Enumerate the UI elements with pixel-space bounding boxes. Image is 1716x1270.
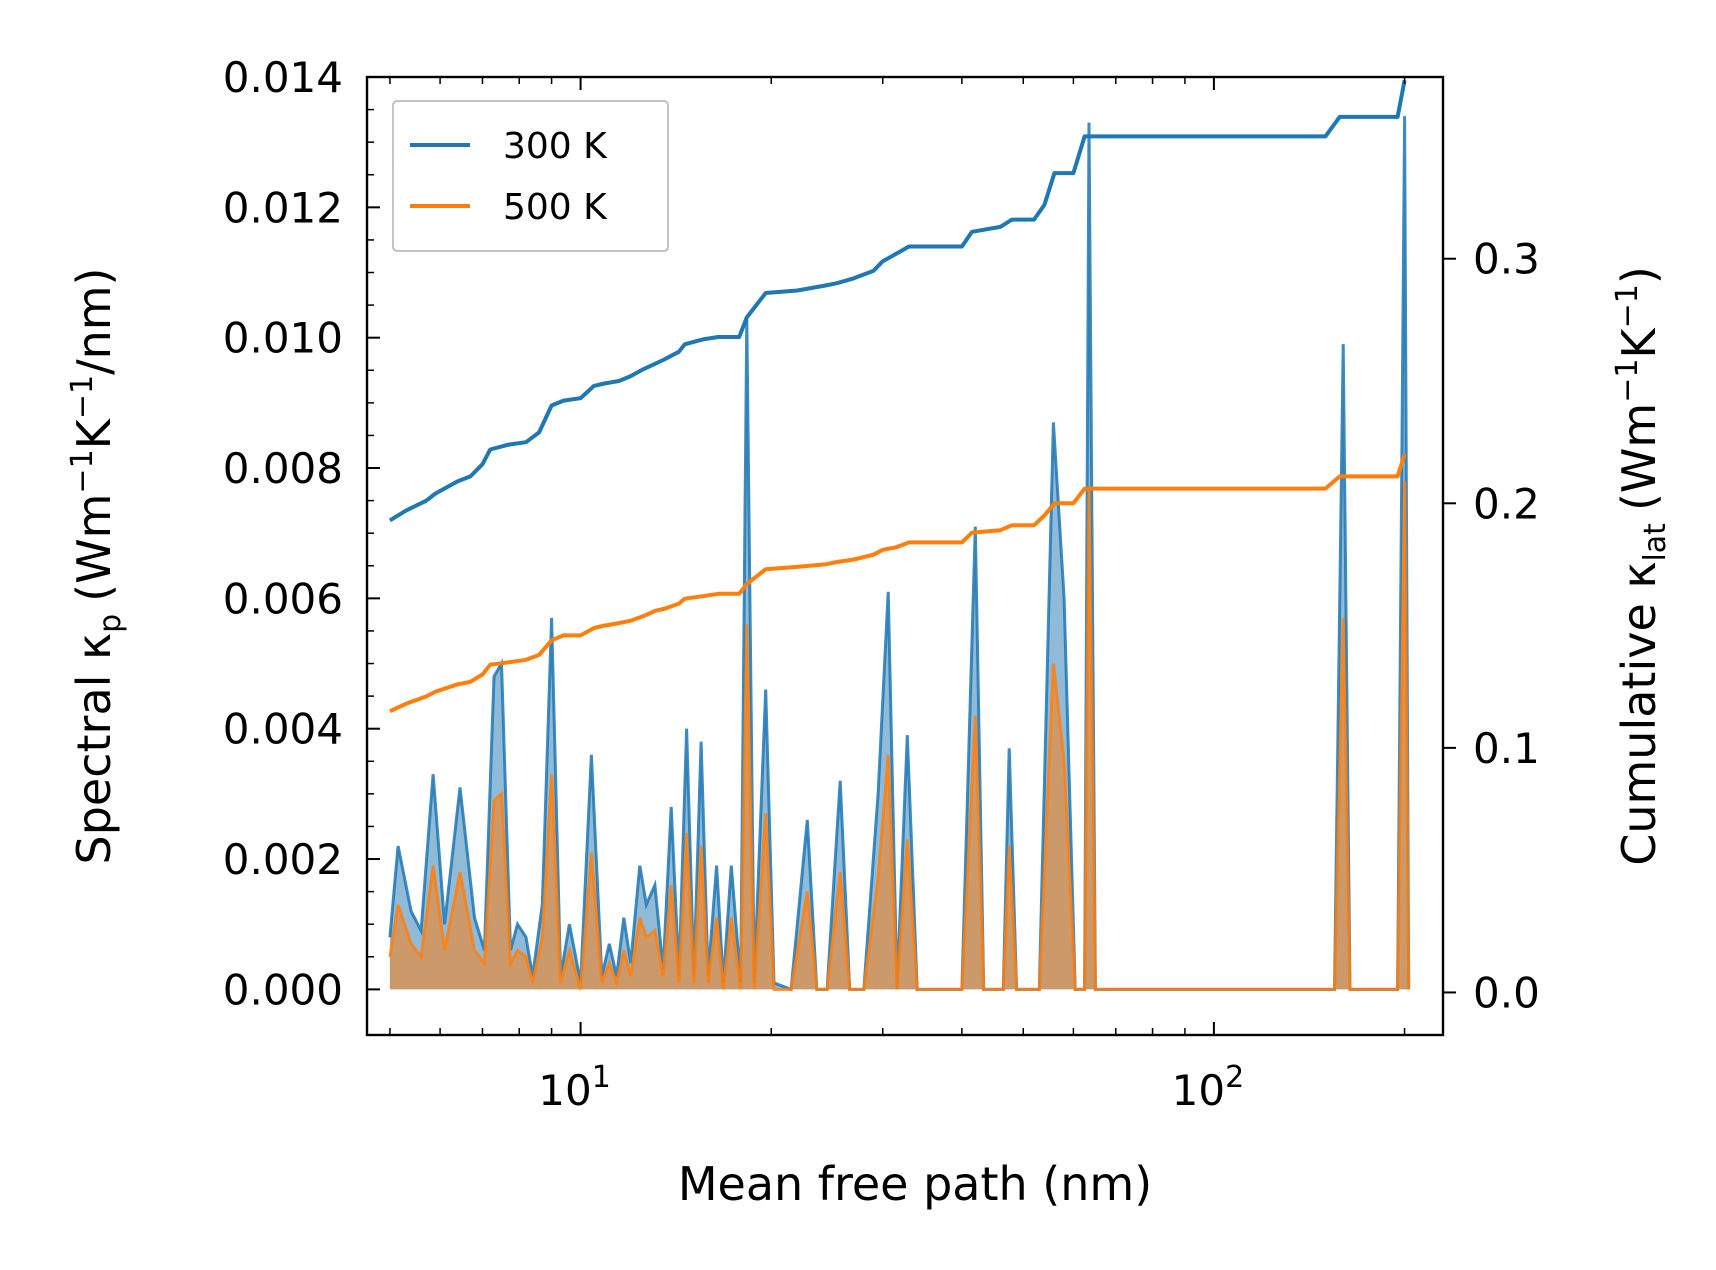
y-right-title-sup1: −1 — [1610, 359, 1645, 403]
y-right-title-sub: lat — [1638, 523, 1673, 562]
y-left-title-units: (Wm — [67, 494, 121, 602]
cumulative-line-300k — [388, 79, 1407, 523]
y-right-tick-label: 0.0 — [1473, 968, 1540, 1017]
x-axis-title: Mean free path (nm) — [678, 1157, 1152, 1211]
cumulative-line-layer — [388, 79, 1407, 714]
plot-frame — [365, 75, 1445, 1037]
y-left-tick-label: 0.002 — [223, 835, 343, 884]
y-axis-left-title: Spectral κp(Wm−1K−1/nm) — [65, 268, 128, 865]
y-left-title-mid: K — [67, 417, 121, 449]
y-right-title-sup2: −1 — [1610, 284, 1645, 328]
y-right-tick-label: 0.2 — [1473, 479, 1540, 528]
legend-label-300k: 300 K — [503, 126, 608, 167]
legend-box — [392, 100, 669, 252]
y-left-title-sup1: −1 — [65, 449, 100, 493]
y-right-title-units: (Wm — [1612, 403, 1666, 511]
x-tick-label: 102 — [1172, 1060, 1245, 1115]
legend-label-500k: 500 K — [503, 187, 608, 228]
spectral-area-500k — [389, 481, 1409, 990]
x-tick-label-base: 10 — [538, 1066, 591, 1115]
y-axis-right-title: Cumulative κlat(Wm−1K−1) — [1610, 266, 1673, 866]
y-left-tick-label: 0.006 — [223, 574, 343, 623]
y-right-title-end: ) — [1612, 266, 1666, 284]
x-tick-label-exponent: 2 — [1225, 1060, 1244, 1095]
legend: 300 K 500 K — [392, 100, 669, 252]
y-left-tick-label: 0.000 — [223, 965, 343, 1014]
y-left-title-sup2: −1 — [65, 375, 100, 419]
y-left-title-base: Spectral κ — [67, 633, 121, 865]
y-right-tick-label: 0.3 — [1473, 235, 1540, 284]
y-right-tick-label: 0.1 — [1473, 724, 1540, 773]
y-left-tick-label: 0.008 — [223, 444, 343, 493]
spectral-fill-layer — [388, 116, 1411, 992]
x-tick-label-base: 10 — [1172, 1066, 1225, 1115]
x-tick-label-exponent: 1 — [592, 1060, 611, 1095]
y-left-tick-label: 0.010 — [223, 314, 343, 363]
y-right-title-base: Cumulative κ — [1612, 562, 1666, 866]
spectral-line-500k — [388, 481, 1411, 991]
y-left-title-sub: p — [93, 614, 128, 633]
tick-layer: 0.0000.0020.0040.0060.0080.0100.0120.014… — [223, 53, 1540, 1115]
x-tick-label: 101 — [538, 1060, 611, 1115]
y-left-tick-label: 0.014 — [223, 53, 343, 102]
y-left-tick-label: 0.004 — [223, 705, 343, 754]
y-left-tick-label: 0.012 — [223, 183, 343, 232]
y-right-title-mid: K — [1612, 327, 1666, 359]
y-left-title-end: /nm) — [67, 268, 121, 375]
cumulative-line-500k — [389, 453, 1407, 714]
